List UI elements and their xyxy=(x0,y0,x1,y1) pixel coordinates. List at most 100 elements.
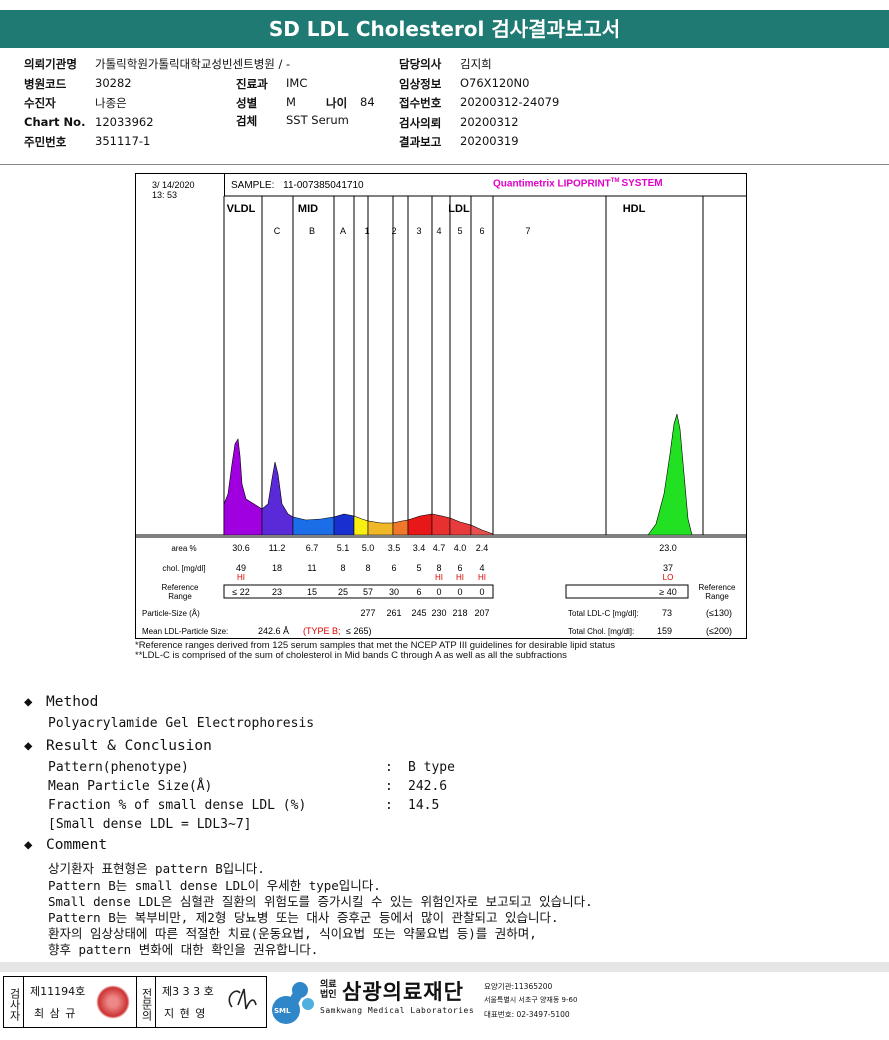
ref-value: 23 xyxy=(272,587,282,597)
request-label: 검사의뢰 xyxy=(399,116,442,130)
total-chol-value: 159 xyxy=(657,626,672,636)
org-address: 서울특별시 서초구 양재동 9-60 xyxy=(484,996,578,1004)
sex-value: M xyxy=(286,95,296,109)
ref-value: 0 xyxy=(457,587,462,597)
particle-value: 245 xyxy=(411,608,426,618)
mean-type: (TYPE B; xyxy=(303,626,341,636)
ref-value: 0 xyxy=(436,587,441,597)
specialist-no: 제3 3 3 호 xyxy=(162,985,214,998)
area-label: area % xyxy=(171,544,196,553)
band-label: 4 xyxy=(436,226,441,236)
sample-line: SAMPLE: 11-007385041710 xyxy=(231,180,364,191)
ref-value: 25 xyxy=(338,587,348,597)
area-value: 30.6 xyxy=(232,543,250,553)
ref-value: 57 xyxy=(363,587,373,597)
chol-value: 11 xyxy=(307,563,316,573)
area-value: 11.2 xyxy=(269,543,286,553)
mean-value: 242.6 Å xyxy=(258,626,289,636)
org-code: 요양기관:11365200 xyxy=(484,982,553,991)
brand-tm: TM xyxy=(610,178,620,184)
ref-label-right: Reference xyxy=(699,583,736,592)
comment-line: Pattern B는 small dense LDL이 우세한 type입니다. xyxy=(48,878,381,893)
chol-value: 18 xyxy=(272,563,282,573)
result-note: [Small dense LDL = LDL3~7] xyxy=(48,817,252,832)
comment-line: 향후 pattern 변화에 대한 확인을 권유합니다. xyxy=(48,942,319,957)
sml-logo-text: SML xyxy=(274,1007,291,1015)
chol-label: chol. [mg/dl] xyxy=(162,564,205,573)
clinical-value: O76X120N0 xyxy=(460,76,530,90)
doctor-label: 담당의사 xyxy=(399,57,442,71)
tester-label: 검사자 xyxy=(4,977,24,1027)
doctor-value: 김지희 xyxy=(460,57,492,71)
peak-area xyxy=(647,413,693,536)
id-value: 351117-1 xyxy=(95,134,151,148)
result-value: 14.5 xyxy=(408,798,440,813)
comment-line: Small dense LDL은 심혈관 질환의 위험도를 증가시킬 수 있는 … xyxy=(48,894,593,909)
result-title: Result & Conclusion xyxy=(46,738,212,754)
chart-value: 12033962 xyxy=(95,115,154,129)
result-value: 242.6 xyxy=(408,779,448,794)
clinical-label: 임상정보 xyxy=(399,77,442,91)
comment-line: Pattern B는 복부비만, 제2형 당뇨병 또는 대사 증후군 등에서 많… xyxy=(48,910,559,925)
peak-area xyxy=(353,515,369,536)
ref-box xyxy=(223,584,494,599)
result-heading: ◆ Result & Conclusion xyxy=(24,738,212,754)
area-value: 6.7 xyxy=(306,543,319,553)
dept-value: IMC xyxy=(286,76,308,90)
signature-icon xyxy=(228,988,257,1010)
receipt-value: 20200312-24079 xyxy=(460,95,560,109)
result-colon: : xyxy=(385,798,393,813)
chol-value: 8 xyxy=(340,563,345,573)
ref-value: 6 xyxy=(416,587,421,597)
flag-value: HI xyxy=(456,573,464,582)
diamond-icon: ◆ xyxy=(24,837,33,853)
band-label: 5 xyxy=(457,226,462,236)
diamond-icon: ◆ xyxy=(24,694,33,710)
result-value: B type xyxy=(408,760,455,775)
flag-hdl: LO xyxy=(663,573,674,582)
area-value: 2.4 xyxy=(476,543,489,553)
band-label: 6 xyxy=(479,226,484,236)
note-2: **LDL-C is comprised of the sum of chole… xyxy=(135,650,567,661)
hospital-code-value: 30282 xyxy=(95,76,132,90)
area-value: 5.1 xyxy=(337,543,350,553)
footer-band xyxy=(0,962,889,972)
total-ldlc-value: 73 xyxy=(662,608,672,618)
diamond-icon: ◆ xyxy=(24,738,33,754)
org-prefix: 의료법인 xyxy=(320,980,337,1000)
signature-box: 검사자 제11194호 최 삼 규 전문의 제3 3 3 호 지 현 영 xyxy=(3,976,267,1028)
request-value: 20200312 xyxy=(460,115,519,129)
receipt-label: 접수번호 xyxy=(399,96,442,110)
particle-value: 261 xyxy=(386,608,401,618)
sample-id: 11-007385041710 xyxy=(283,180,364,191)
comment-line: 상기환자 표현형은 pattern B입니다. xyxy=(48,861,265,876)
method-text: Polyacrylamide Gel Electrophoresis xyxy=(48,716,315,731)
peak-area xyxy=(261,461,294,536)
chol-value: 49 xyxy=(236,563,246,573)
band-label: 2 xyxy=(391,226,396,236)
ref-value: ≤ 22 xyxy=(232,587,249,597)
result-label: Fraction % of small dense LDL (%) xyxy=(48,798,307,813)
chol-value: 6 xyxy=(457,563,462,573)
report-title: SD LDL Cholesterol 검사결과보고서 xyxy=(0,10,889,48)
area-hdl: 23.0 xyxy=(659,543,677,553)
sample-label: SAMPLE: xyxy=(231,180,275,191)
particle-value: 230 xyxy=(431,608,446,618)
flag-value: HI xyxy=(237,573,245,582)
report-time: 13: 53 xyxy=(152,190,178,200)
particle-value: 218 xyxy=(452,608,467,618)
age-label: 나이 xyxy=(326,96,348,110)
method-title: Method xyxy=(46,694,99,710)
ref-value: 30 xyxy=(389,587,399,597)
specimen-value: SST Serum xyxy=(286,113,349,127)
id-label: 주민번호 xyxy=(24,135,67,149)
peak-area xyxy=(407,513,433,536)
dept-label: 진료과 xyxy=(236,77,268,91)
brand: Quantimetrix LIPOPRINTTM SYSTEM xyxy=(493,178,663,189)
patient-value: 나종은 xyxy=(95,96,127,110)
flag-value: HI xyxy=(435,573,443,582)
chol-value: 8 xyxy=(436,563,441,573)
chart-label: Chart No. xyxy=(24,115,86,129)
hospital-code-label: 병원코드 xyxy=(24,77,67,91)
